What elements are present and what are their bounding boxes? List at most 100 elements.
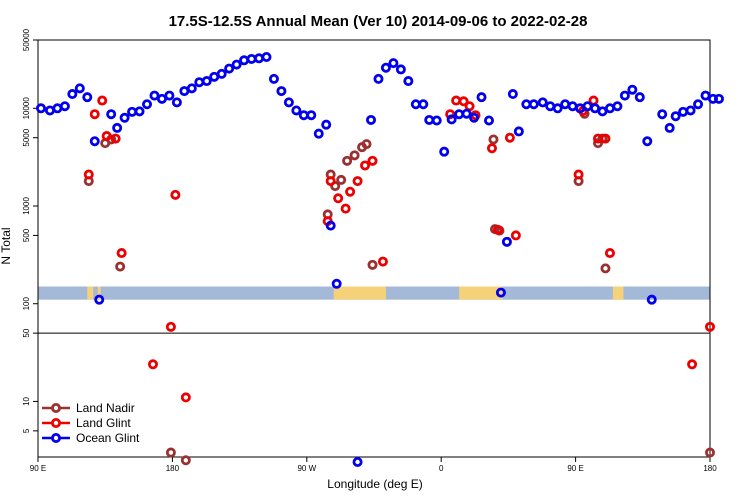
data-point <box>336 174 347 185</box>
data-point <box>495 287 506 298</box>
data-point <box>501 236 512 247</box>
data-point <box>373 73 384 84</box>
y-axis-label: N Total <box>0 227 13 264</box>
data-point <box>360 160 371 171</box>
x-tick-label: 90 E <box>30 464 46 473</box>
y-tick-label: 500 <box>22 228 31 242</box>
data-point <box>313 128 324 139</box>
data-point <box>180 455 191 466</box>
data-point <box>59 101 70 112</box>
data-point <box>439 146 450 157</box>
legend-label: Land Glint <box>76 416 131 430</box>
x-axis-label: Longitude (deg E) <box>327 477 422 491</box>
data-point <box>239 55 250 66</box>
y-tick-label: 1000 <box>22 197 31 215</box>
data-point <box>693 99 704 110</box>
data-point <box>380 62 391 73</box>
data-point <box>352 456 363 467</box>
data-point <box>486 143 497 154</box>
data-point <box>403 76 414 87</box>
series-land-glint <box>83 95 716 403</box>
data-point <box>186 83 197 94</box>
land-segment <box>333 286 386 300</box>
data-point <box>504 132 515 143</box>
data-point <box>147 359 158 370</box>
data-point <box>573 169 584 180</box>
data-point <box>74 83 85 94</box>
data-point <box>352 176 363 187</box>
plot-frame <box>37 39 711 458</box>
land-segment <box>87 286 94 300</box>
data-point <box>82 92 93 103</box>
data-point <box>116 248 127 259</box>
legend-marker <box>51 432 62 443</box>
legend-marker <box>51 417 62 428</box>
data-point <box>367 155 378 166</box>
data-point <box>670 111 681 122</box>
data-point <box>170 189 181 200</box>
data-point <box>110 133 121 144</box>
data-point <box>700 90 711 101</box>
data-point <box>488 134 499 145</box>
data-point <box>331 278 342 289</box>
y-tick-label: 10000 <box>22 97 31 120</box>
data-point <box>97 95 108 106</box>
chart-title: 17.5S-12.5S Annual Mean (Ver 10) 2014-09… <box>169 13 588 30</box>
legend-marker <box>51 402 62 413</box>
data-point <box>254 53 265 64</box>
data-point <box>705 321 716 332</box>
axes: 90 E 180 90 W 0 90 E 180 5 10 50 100 500 1000 5000 10… <box>22 28 717 473</box>
data-point <box>142 99 153 110</box>
data-point <box>604 248 615 259</box>
data-point <box>600 263 611 274</box>
data-point <box>180 392 191 403</box>
data-point <box>445 109 456 120</box>
data-point <box>171 97 182 108</box>
series-ocean-glint <box>35 51 724 467</box>
data-point <box>134 106 145 117</box>
x-tick-label: 180 <box>703 464 717 473</box>
data-point <box>377 256 388 267</box>
data-point <box>552 103 563 114</box>
data-point <box>483 115 494 126</box>
data-point <box>268 73 279 84</box>
data-point <box>642 136 653 147</box>
y-tick-label: 50000 <box>22 28 31 51</box>
data-point <box>321 119 332 130</box>
data-point <box>345 186 356 197</box>
x-tick-label: 90 E <box>567 464 583 473</box>
data-point <box>687 359 698 370</box>
data-point <box>510 230 521 241</box>
data-point <box>634 92 645 103</box>
data-point <box>612 101 623 112</box>
data-point <box>164 90 175 101</box>
data-point <box>165 447 176 458</box>
x-tick-label: 180 <box>166 464 180 473</box>
land-ocean-band <box>38 286 710 300</box>
data-point <box>646 294 657 305</box>
data-point <box>149 90 160 101</box>
data-point <box>261 51 272 62</box>
legend-label: Ocean Glint <box>76 431 140 445</box>
data-point <box>492 224 503 235</box>
data-point <box>361 139 372 150</box>
data-point <box>713 93 724 104</box>
data-point <box>349 150 360 161</box>
data-point <box>431 115 442 126</box>
data-point <box>600 133 611 144</box>
data-point <box>664 122 675 133</box>
data-point <box>507 89 518 100</box>
data-point <box>101 131 112 142</box>
y-tick-label: 5000 <box>22 128 31 146</box>
data-point <box>340 203 351 214</box>
data-point <box>35 103 46 114</box>
data-point <box>388 58 399 69</box>
data-point <box>115 261 126 272</box>
data-point <box>333 193 344 204</box>
data-point <box>678 106 689 117</box>
data-point <box>619 90 630 101</box>
data-point <box>291 105 302 116</box>
data-point <box>283 97 294 108</box>
data-point <box>528 99 539 110</box>
